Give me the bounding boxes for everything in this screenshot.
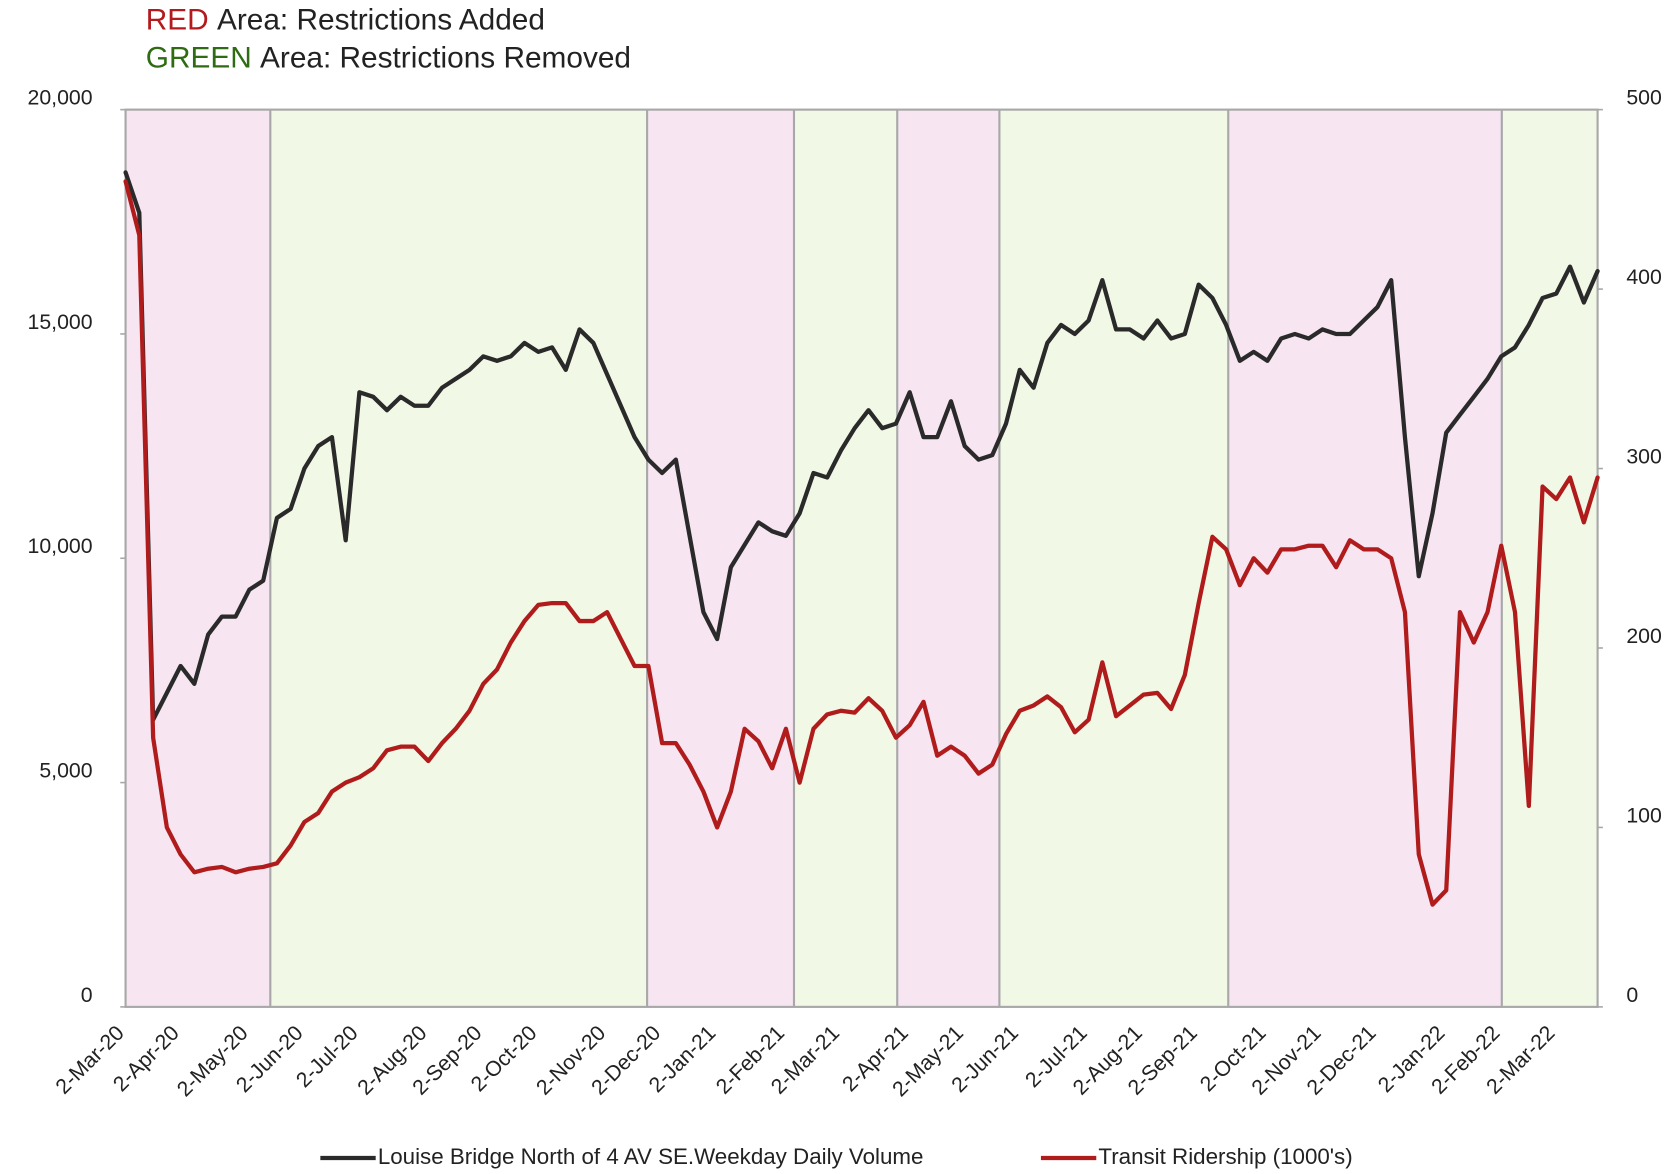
y-tick-label: 15,000 [28,310,93,334]
y2-tick-label: 200 [1626,624,1661,648]
y2-tick-label: 500 [1626,86,1661,110]
series-line [123,179,1600,907]
note-line: RED Area: Restrictions Added [146,3,545,36]
y2-tick-label: 300 [1626,445,1661,469]
y-tick-label: 20,000 [28,86,93,110]
restrictions-removed-band [1501,109,1598,1007]
restrictions-added-band [897,109,1000,1007]
restrictions-added-band [1228,109,1502,1007]
y2-tick-label: 0 [1626,983,1638,1007]
legend-text: Transit Ridership (1000's) [1098,1144,1352,1169]
restrictions-removed-band [999,109,1229,1007]
note-text: Area: Restrictions Added [217,3,545,36]
note-text: Area: Restrictions Removed [260,41,631,74]
legend-text: Louise Bridge North of 4 AV SE.Weekday D… [378,1144,924,1169]
y-tick-label: 5,000 [39,759,92,783]
y-tick-label: 10,000 [28,534,93,558]
note-highlight: GREEN [146,41,252,74]
y-tick-label: 0 [81,983,93,1007]
y2-tick-label: 400 [1626,265,1661,289]
restriction-bands [124,108,1599,1008]
note-line: GREEN Area: Restrictions Removed [146,41,631,74]
x-tick-label: 2-Jul-20 [291,1021,362,1092]
note-highlight: RED [146,3,209,36]
series-line [123,170,1600,722]
restrictions-added-band [647,109,794,1007]
restrictions-removed-band [793,109,898,1007]
restrictions-removed-band [270,109,648,1007]
y2-tick-label: 100 [1626,803,1661,827]
